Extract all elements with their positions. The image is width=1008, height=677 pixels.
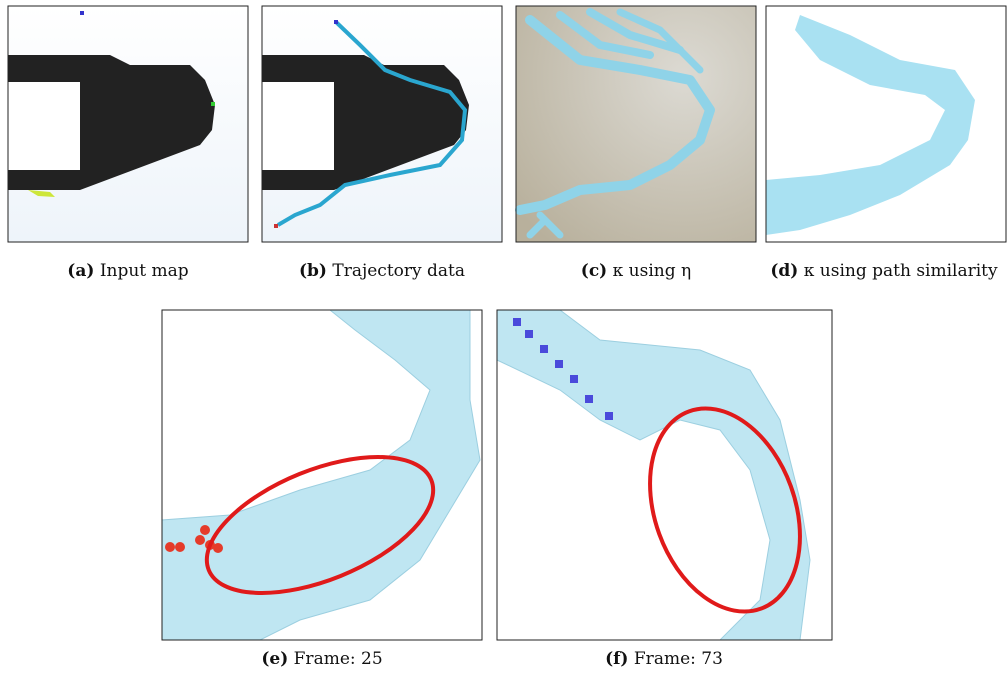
panel-d: [766, 6, 1006, 242]
panel-a: [8, 6, 248, 242]
caption-text: Trajectory data: [332, 261, 465, 281]
caption-label: (d): [770, 261, 798, 281]
start: [274, 224, 278, 228]
marker: [211, 102, 215, 106]
caption-text: κ using η: [613, 261, 692, 281]
caption: (b) Trajectory data: [299, 261, 465, 281]
caption-text: Frame: 25: [294, 649, 383, 669]
caption-text: Input map: [100, 261, 189, 281]
caption: (a) Input map: [67, 261, 189, 281]
caption-label: (c): [581, 261, 607, 281]
caption-text: κ using path similarity: [804, 261, 998, 281]
caption-label: (b): [299, 261, 327, 281]
caption: (f) Frame: 73: [605, 649, 723, 669]
caption-label: (f): [605, 649, 628, 669]
free-area: [8, 82, 80, 170]
caption-text: Frame: 73: [634, 649, 723, 669]
panel-c: [516, 6, 756, 242]
panel-e: [162, 310, 482, 640]
free-area: [262, 82, 334, 170]
panel-f: [497, 310, 832, 640]
figure: (a) Input map (b) Trajectory data (c) κ …: [0, 0, 1008, 677]
page: (a) Input map (b) Trajectory data (c) κ …: [0, 0, 1008, 677]
goal: [80, 11, 84, 15]
caption-label: (e): [261, 649, 288, 669]
caption: (e) Frame: 25: [261, 649, 382, 669]
panel-b: [262, 6, 502, 242]
caption-label: (a): [67, 261, 94, 281]
goal: [334, 20, 338, 24]
caption: (d) κ using path similarity: [770, 261, 998, 281]
caption: (c) κ using η: [581, 261, 691, 281]
